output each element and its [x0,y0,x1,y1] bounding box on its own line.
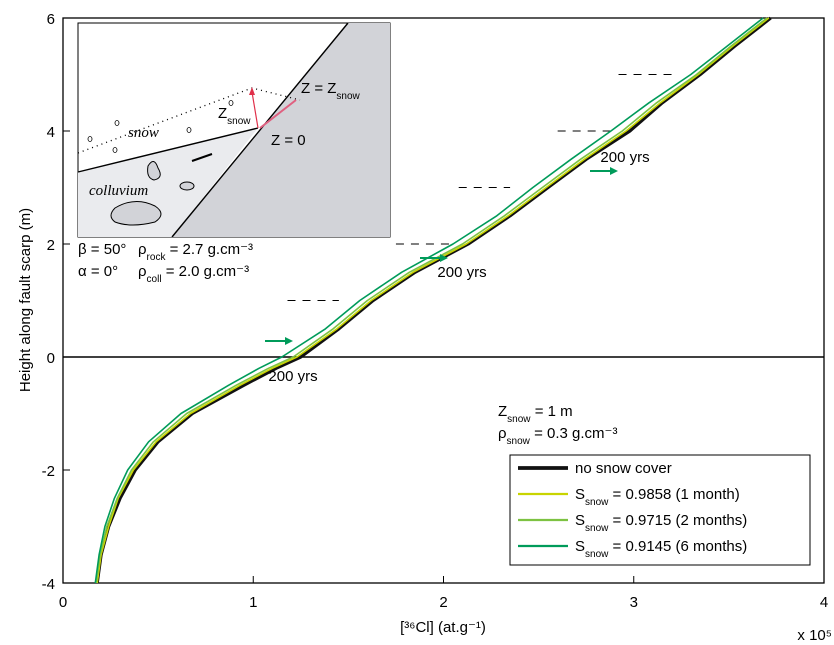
inset-param-part: coll [147,274,162,285]
series-line [94,17,764,584]
x-tick-label: 2 [439,594,447,611]
inset-param-part: = 2.7 g.cm⁻³ [165,241,253,258]
footwall-area [172,23,390,237]
legend-label-part: = 0.9715 (2 months) [608,512,747,529]
snow-param-part: Z [498,403,507,420]
inset-param: ρcoll = 2.0 g.cm⁻³ [138,263,249,285]
x-tick-label: 3 [630,594,638,611]
legend-label-part: snow [585,549,609,560]
clast [179,181,195,191]
inset: snow colluvium [77,22,391,238]
inset-param-part: rock [147,252,167,263]
clast [191,153,213,162]
inset-label-part: Z = Z [301,80,336,97]
x-tick-label: 4 [820,594,828,611]
inset-param-part: β = 50° [78,241,126,258]
legend-label-part: no snow cover [575,460,672,477]
inset-label-part: snow [336,91,360,102]
legend-label-part: = 0.9145 (6 months) [608,538,747,555]
snow-pores [87,100,234,153]
z-snow-arrow [251,91,259,129]
series-line [95,17,768,584]
inset-param-part: = 2.0 g.cm⁻³ [162,263,250,280]
legend-label: no snow cover [575,460,672,477]
x-multiplier: x 10⁵ [797,627,832,644]
snow-param: Zsnow = 1 m [498,403,573,425]
inset-param: β = 50° [78,241,126,258]
legend-label-part: snow [585,497,609,508]
legend-label-part: S [575,538,585,555]
shift-arrowhead [610,167,618,175]
inset-param: α = 0° [78,263,118,280]
y-tick-label: 4 [47,124,55,141]
legend-label-part: = 0.9858 (1 month) [608,486,739,503]
series-line [95,16,772,584]
arrow-label: 200 yrs [268,368,317,385]
inset-label-part: snow [227,116,251,127]
inset-label-part: Z [218,105,227,122]
shift-arrowhead [440,254,448,262]
legend-label-part: S [575,486,585,503]
inset-param-part: α = 0° [78,263,118,280]
fault [171,22,349,238]
shift-arrowhead [285,337,293,345]
arrow-label: 200 yrs [437,264,486,281]
colluvium-surface [77,127,259,173]
clast [147,161,161,181]
legend-label-part: snow [585,523,609,534]
inset-label: colluvium [89,183,148,199]
clast [110,201,162,226]
inset-label: snow [128,125,159,141]
series-line [96,17,770,584]
x-axis-label: [³⁶Cl] (at.g⁻¹) [400,619,486,636]
x-tick-label: 1 [249,594,257,611]
snow-param-part: snow [507,414,531,425]
legend-label: Ssnow = 0.9858 (1 month) [575,486,740,508]
y-tick-label: -4 [42,576,55,593]
inset-label: Z = Zsnow [301,80,361,102]
snow-param-part: ρ [498,425,507,442]
y-tick-label: 0 [47,350,55,367]
inset-label: Zsnow [218,105,251,127]
inset-label-part: Z = 0 [271,132,306,149]
snow-param: ρsnow = 0.3 g.cm⁻³ [498,425,617,447]
y-tick-label: -2 [42,463,55,480]
y-axis-label: Height along fault scarp (m) [17,208,34,392]
x-tick-label: 0 [59,594,67,611]
legend-label: Ssnow = 0.9715 (2 months) [575,512,747,534]
snow-param-part: = 1 m [531,403,573,420]
z-segment [259,99,297,129]
z-snow-arrowhead [249,87,255,95]
inset-label: Z = 0 [271,132,306,149]
inset-param-part: ρ [138,241,147,258]
snow-param-part: = 0.3 g.cm⁻³ [530,425,618,442]
y-tick-label: 2 [47,237,55,254]
snow-param-part: snow [507,436,531,447]
legend-label-part: S [575,512,585,529]
inset-param-part: ρ [138,263,147,280]
legend-label: Ssnow = 0.9145 (6 months) [575,538,747,560]
y-tick-label: 6 [47,11,55,28]
arrow-label: 200 yrs [600,149,649,166]
inset-param: ρrock = 2.7 g.cm⁻³ [138,241,253,263]
